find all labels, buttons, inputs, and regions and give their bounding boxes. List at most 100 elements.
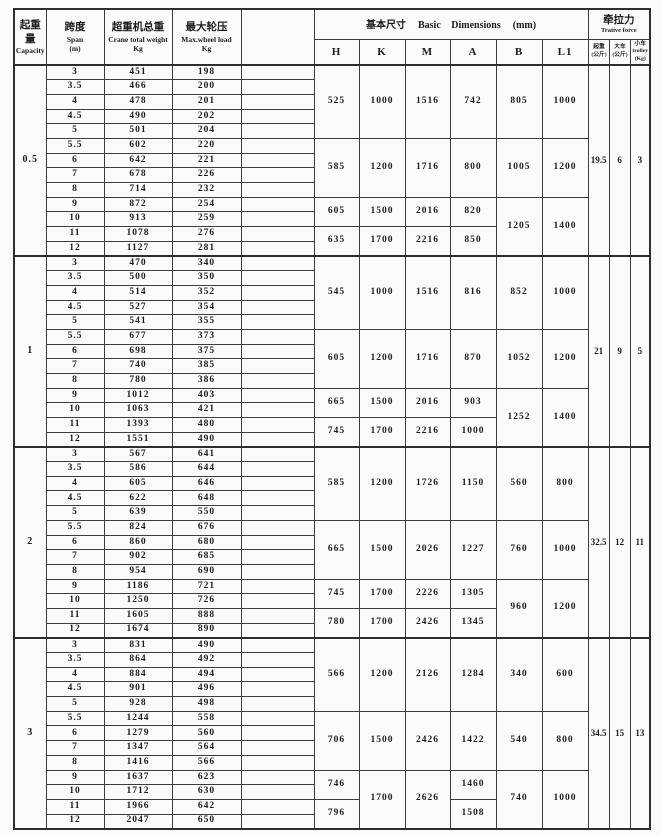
wheel-cell: 202 [171,108,242,125]
dim-m-cell: 2426 [404,710,451,771]
wheel-cell: 641 [171,445,242,463]
traction-value-cell: 6 [608,64,631,257]
table-row: 3.5 864 492 [14,652,650,668]
span-cell: 6 [45,152,105,169]
table-row: 9 1637 623 746 1700 2626 1460 740 1000 [14,769,650,830]
weight-cell: 541 [103,314,173,330]
weight-cell: 1250 [103,593,173,609]
wheel-cell: 496 [171,681,242,698]
weight-cell: 884 [103,666,173,683]
dim-k-cell: 1500 [358,196,406,228]
weight-cell: 860 [103,534,173,551]
wheel-cell: 650 [171,813,242,830]
table-row: 3.5 586 644 [14,461,650,477]
capacity-label-en: Capacity [15,45,45,55]
span-cell: 8 [45,372,105,389]
notes-cell [240,622,315,639]
span-cell: 9 [45,769,105,786]
dim-m-cell: 1516 [404,63,451,139]
span-cell: 5 [45,314,105,330]
notes-cell [240,652,315,668]
dim-h-cell: 635 [313,226,360,257]
dim-a-cell: 1227 [449,519,497,580]
traction-bridge-zh: 大车 [613,44,626,51]
table-row: 5.5 824 676 665 1500 2026 1227 760 1000 [14,519,650,580]
weight-cell: 501 [103,123,173,139]
wheel-cell: 200 [171,79,242,95]
wheel-cell: 888 [171,607,242,624]
span-cell: 8 [45,563,105,580]
dim-m-cell: 2126 [404,636,451,712]
dim-k-cell: 1700 [358,578,406,609]
dim-a-cell: 1305 [449,578,497,609]
weight-label-unit: Kg [133,43,143,53]
dim-b-cell: 1252 [495,387,543,448]
weight-cell: 1712 [103,784,173,800]
dim-l1-cell: 1400 [541,196,589,257]
dim-col-b: B [495,38,543,66]
wheel-cell: 644 [171,461,242,477]
table-row: 5.5 1244 558 706 1500 2426 1422 540 800 [14,710,650,771]
dim-m-cell: 2216 [404,226,451,257]
dim-h-cell: 706 [313,710,360,771]
dim-h-cell: 585 [313,137,360,198]
wheel-cell: 630 [171,784,242,800]
notes-cell [240,784,315,800]
dim-col-h: H [313,38,360,66]
span-cell: 8 [45,182,105,198]
span-cell: 3.5 [45,79,105,95]
traction-value-cell: 13 [629,636,651,830]
dim-m-cell: 2026 [404,519,451,580]
wheel-cell: 490 [171,636,242,653]
span-cell: 4 [45,93,105,110]
notes-cell [240,226,315,242]
dim-h-cell: 665 [313,387,360,419]
weight-cell: 1674 [103,622,173,639]
span-cell: 10 [45,402,105,418]
notes-cell [240,182,315,198]
weight-cell: 602 [103,137,173,154]
weight-cell: 913 [103,211,173,228]
dim-l1-cell: 600 [541,636,589,712]
notes-cell [240,813,315,830]
weight-cell: 586 [103,461,173,477]
wheel-cell: 221 [171,152,242,169]
notes-cell [240,666,315,683]
wheel-cell: 276 [171,226,242,242]
notes-cell [240,519,315,536]
span-label-en: Span [66,34,84,44]
dim-a-cell: 816 [449,254,497,330]
weight-cell: 824 [103,519,173,536]
dim-b-cell: 540 [495,710,543,771]
notes-cell [240,270,315,286]
span-label-unit: (m) [69,43,81,53]
notes-cell [240,754,315,771]
dim-h-cell: 566 [313,636,360,712]
traction-value-cell: 15 [608,636,631,830]
weight-cell: 1063 [103,402,173,418]
table-row: 5 501 204 [14,123,650,139]
weight-cell: 740 [103,358,173,374]
notes-cell [240,402,315,418]
dim-a-cell: 742 [449,63,497,139]
dim-k-cell: 1000 [358,254,406,330]
dim-b-cell: 1052 [495,328,543,389]
wheel-cell: 373 [171,328,242,345]
dim-a-cell: 850 [449,226,497,257]
weight-cell: 500 [103,270,173,286]
span-cell: 3 [45,254,105,272]
weight-cell: 1244 [103,710,173,727]
weight-cell: 1279 [103,725,173,742]
dim-b-cell: 740 [495,769,543,830]
header-row-main: 起重量 Capacity 跨度 Span (m) 超重机总重 Crane tot… [13,8,651,66]
weight-label-en: Crane total weight [108,34,168,44]
dim-col-m: M [404,38,451,66]
span-cell: 3.5 [45,461,105,477]
traction-trolley-zh: 小车 [634,40,646,47]
dim-b-cell: 1005 [495,137,543,198]
notes-cell [240,372,315,389]
header-row-sub: H K M A B L1 起重 (公斤) 大车 (公斤) 小车 trolley … [14,38,651,66]
wheel-cell: 386 [171,372,242,389]
wheel-cell: 676 [171,519,242,536]
dim-m-cell: 1716 [404,328,451,389]
